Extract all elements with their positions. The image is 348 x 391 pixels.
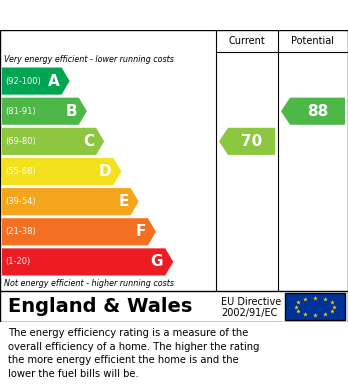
Text: England & Wales: England & Wales: [8, 297, 192, 316]
Text: F: F: [136, 224, 146, 239]
Text: Current: Current: [229, 36, 266, 46]
Text: (21-38): (21-38): [5, 227, 36, 236]
Text: E: E: [118, 194, 129, 209]
Polygon shape: [2, 68, 70, 95]
Text: Very energy efficient - lower running costs: Very energy efficient - lower running co…: [4, 54, 174, 63]
Text: G: G: [151, 255, 163, 269]
Bar: [285, 293, 345, 320]
Text: The energy efficiency rating is a measure of the
overall efficiency of a home. T: The energy efficiency rating is a measur…: [8, 328, 260, 379]
Polygon shape: [2, 128, 104, 155]
Polygon shape: [2, 248, 173, 276]
Text: 88: 88: [307, 104, 328, 119]
Text: (92-100): (92-100): [5, 77, 41, 86]
Text: (1-20): (1-20): [5, 257, 30, 266]
Polygon shape: [2, 188, 139, 215]
Polygon shape: [2, 218, 156, 246]
Text: Energy Efficiency Rating: Energy Efficiency Rating: [54, 6, 294, 24]
Text: (39-54): (39-54): [5, 197, 35, 206]
Text: A: A: [48, 74, 60, 89]
Text: D: D: [99, 164, 111, 179]
Text: 70: 70: [241, 134, 262, 149]
Text: B: B: [65, 104, 77, 119]
Text: C: C: [83, 134, 94, 149]
Text: 2002/91/EC: 2002/91/EC: [221, 308, 277, 318]
Polygon shape: [219, 128, 275, 155]
Text: (81-91): (81-91): [5, 107, 35, 116]
Text: EU Directive: EU Directive: [221, 297, 281, 307]
Polygon shape: [2, 158, 121, 185]
Text: (69-80): (69-80): [5, 137, 36, 146]
Polygon shape: [281, 98, 345, 125]
Polygon shape: [2, 98, 87, 125]
Text: Not energy efficient - higher running costs: Not energy efficient - higher running co…: [4, 280, 174, 289]
Text: Potential: Potential: [292, 36, 334, 46]
Text: (55-68): (55-68): [5, 167, 36, 176]
